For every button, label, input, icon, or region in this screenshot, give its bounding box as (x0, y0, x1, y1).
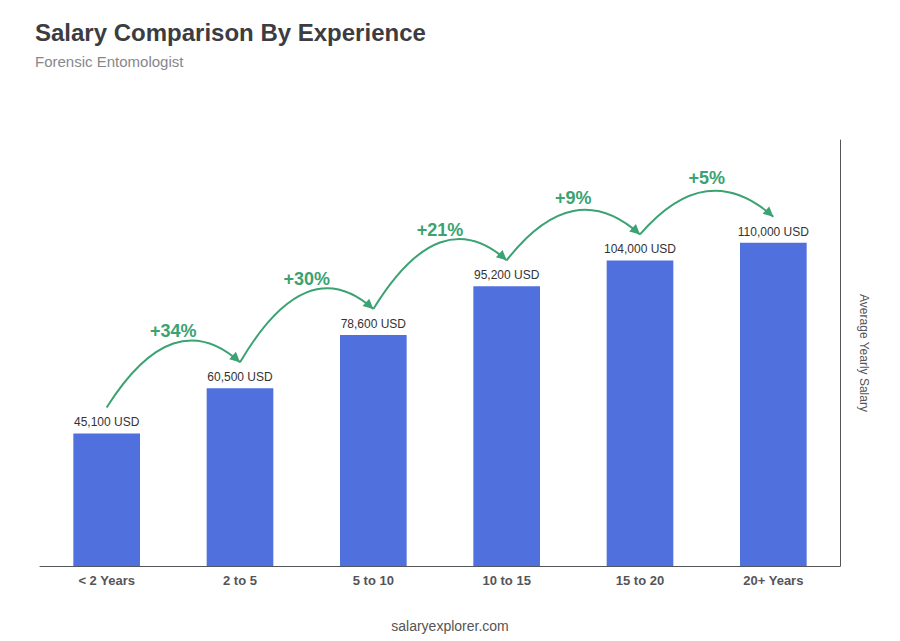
svg-text:104,000 USD: 104,000 USD (604, 242, 676, 256)
svg-text:Salary Comparison By Experienc: Salary Comparison By Experience (35, 19, 426, 46)
svg-text:< 2 Years: < 2 Years (78, 573, 135, 588)
svg-text:+30%: +30% (283, 269, 330, 289)
svg-text:20+ Years: 20+ Years (743, 573, 803, 588)
svg-text:95,200 USD: 95,200 USD (474, 268, 540, 282)
svg-text:5 to 10: 5 to 10 (353, 573, 394, 588)
svg-text:+9%: +9% (555, 188, 592, 208)
svg-text:110,000 USD: 110,000 USD (738, 225, 809, 239)
svg-text:2 to 5: 2 to 5 (223, 573, 257, 588)
svg-text:15 to 20: 15 to 20 (616, 573, 664, 588)
svg-text:10 to 15: 10 to 15 (482, 573, 530, 588)
svg-text:Forensic Entomologist: Forensic Entomologist (35, 53, 184, 70)
svg-text:Average Yearly Salary: Average Yearly Salary (857, 294, 871, 412)
svg-text:+34%: +34% (150, 321, 197, 341)
svg-text:+21%: +21% (417, 220, 464, 240)
svg-text:60,500 USD: 60,500 USD (207, 370, 273, 384)
svg-text:78,600 USD: 78,600 USD (341, 317, 407, 331)
svg-text:45,100 USD: 45,100 USD (74, 415, 140, 429)
svg-text:+5%: +5% (688, 168, 725, 188)
svg-text:salaryexplorer.com: salaryexplorer.com (391, 618, 509, 634)
